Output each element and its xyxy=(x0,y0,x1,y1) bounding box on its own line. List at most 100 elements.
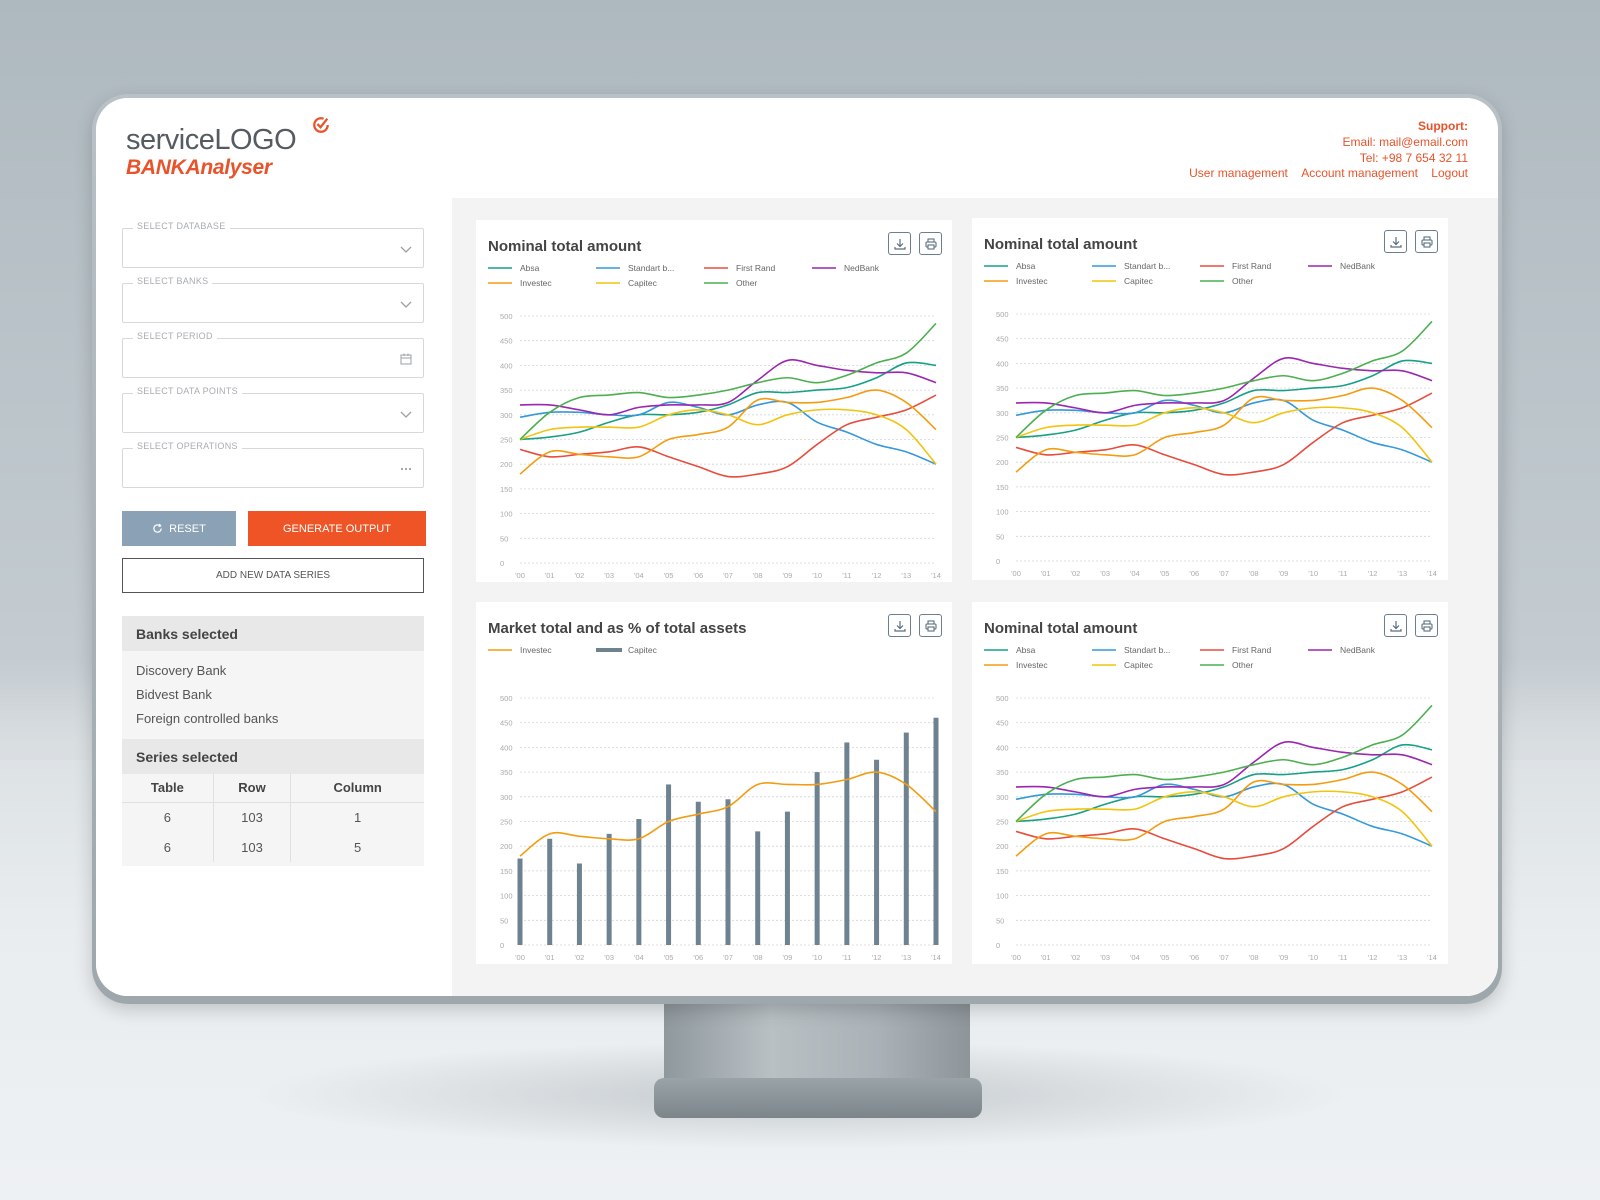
generate-label: GENERATE OUTPUT xyxy=(283,522,391,535)
logo-check-icon xyxy=(313,117,329,133)
x-tick-label: '04 xyxy=(1130,569,1140,578)
legend-label: Capitec xyxy=(1124,276,1154,286)
x-tick-label: '01 xyxy=(1041,569,1051,578)
line-chart: Absa Standart b... First Rand NedBank Invest… xyxy=(984,261,1437,578)
support-email[interactable]: Email: mail@email.com xyxy=(1342,135,1468,149)
print-icon xyxy=(1420,235,1433,248)
download-button[interactable] xyxy=(1384,614,1407,637)
download-button[interactable] xyxy=(1384,230,1407,253)
bar xyxy=(517,858,523,945)
data-points-select[interactable]: SELECT DATA POINTS xyxy=(122,386,424,433)
charts-area: Nominal total amount Absa Standart b... Fi… xyxy=(452,198,1498,996)
table-header: Table xyxy=(122,774,214,803)
brand-logo[interactable]: serviceLOGO xyxy=(126,124,297,157)
x-tick-label: '05 xyxy=(1160,953,1170,962)
table-cell: 5 xyxy=(354,839,362,855)
x-tick-label: '11 xyxy=(1338,569,1347,578)
download-button[interactable] xyxy=(888,614,911,637)
x-tick-label: '07 xyxy=(1219,569,1229,578)
download-button[interactable] xyxy=(888,232,911,255)
chart-card-3: Market total and as % of total assets In… xyxy=(476,602,952,964)
y-tick-label: 150 xyxy=(996,483,1009,492)
chart-card-2: Nominal total amount Absa Standart b... Fi… xyxy=(972,218,1448,580)
user-management-link[interactable]: User management xyxy=(1189,166,1288,180)
y-tick-label: 300 xyxy=(996,409,1009,418)
y-tick-label: 100 xyxy=(500,892,513,901)
bar xyxy=(666,784,672,945)
legend-item: Investec xyxy=(984,276,1048,286)
legend-label: Absa xyxy=(1016,645,1036,655)
logout-link[interactable]: Logout xyxy=(1431,166,1468,180)
series-line xyxy=(1015,790,1433,847)
banks-label: SELECT BANKS xyxy=(133,276,213,286)
table-row[interactable]: 6 103 1 xyxy=(122,802,424,832)
x-tick-label: '12 xyxy=(1368,569,1378,578)
download-icon xyxy=(893,620,906,632)
x-tick-label: '09 xyxy=(783,953,793,962)
database-select[interactable]: SELECT DATABASE xyxy=(122,221,424,268)
data-points-label: SELECT DATA POINTS xyxy=(133,386,242,396)
selection-panel: Banks selected Discovery Bank Bidvest Ba… xyxy=(122,616,424,866)
table-row[interactable]: 6 103 5 xyxy=(122,832,424,862)
chevron-down-icon xyxy=(400,301,412,308)
generate-output-button[interactable]: GENERATE OUTPUT xyxy=(248,511,426,546)
bar-line-chart: Investec Capitec 0 50 100 150 200 250 300 350 400 4… xyxy=(488,645,941,962)
operations-select[interactable]: SELECT OPERATIONS xyxy=(122,441,424,488)
chart-tools xyxy=(1384,230,1438,253)
bar xyxy=(844,742,850,945)
reset-button[interactable]: RESET xyxy=(122,511,236,546)
series-line xyxy=(1015,776,1433,860)
legend-item: Capitec xyxy=(596,278,658,288)
bar xyxy=(933,717,939,945)
x-tick-label: '02 xyxy=(575,953,585,962)
legend-item: Standart b... xyxy=(1092,645,1170,655)
chart-tools xyxy=(1384,614,1438,637)
x-tick-label: '12 xyxy=(1368,953,1378,962)
filter-sidebar: SELECT DATABASE SELECT BANKS SELECT PERI… xyxy=(96,198,452,996)
account-management-link[interactable]: Account management xyxy=(1301,166,1418,180)
monitor-stand-neck xyxy=(664,994,970,1080)
bar xyxy=(576,863,582,945)
x-tick-label: '00 xyxy=(515,571,525,580)
series-line xyxy=(1015,704,1433,823)
print-button[interactable] xyxy=(1415,614,1438,637)
print-button[interactable] xyxy=(919,614,942,637)
table-cell: 1 xyxy=(354,809,362,825)
legend-item: Absa xyxy=(488,263,540,273)
banks-select[interactable]: SELECT BANKS xyxy=(122,276,424,323)
legend-label: Investec xyxy=(520,278,552,288)
legend-item: First Rand xyxy=(1200,261,1271,271)
line-chart: Absa Standart b... First Rand NedBank Invest… xyxy=(488,263,941,580)
x-tick-label: '11 xyxy=(1338,953,1347,962)
y-tick-label: 50 xyxy=(500,916,508,925)
operations-label: SELECT OPERATIONS xyxy=(133,441,242,451)
chart-title: Nominal total amount xyxy=(488,238,642,255)
print-button[interactable] xyxy=(919,232,942,255)
period-select[interactable]: SELECT PERIOD xyxy=(122,331,424,378)
x-tick-label: '14 xyxy=(931,953,941,962)
x-tick-label: '11 xyxy=(842,953,851,962)
y-tick-label: 500 xyxy=(500,694,513,703)
chart-title: Market total and as % of total assets xyxy=(488,620,747,637)
period-label: SELECT PERIOD xyxy=(133,331,217,341)
y-tick-label: 400 xyxy=(500,743,513,752)
print-button[interactable] xyxy=(1415,230,1438,253)
x-tick-label: '14 xyxy=(1427,569,1437,578)
legend-item: Investec xyxy=(984,660,1048,670)
legend-label: Other xyxy=(736,278,757,288)
y-tick-label: 250 xyxy=(996,434,1009,443)
legend-item: NedBank xyxy=(812,263,880,273)
series-line xyxy=(1015,771,1433,857)
x-tick-label: '04 xyxy=(634,953,644,962)
y-tick-label: 250 xyxy=(500,436,513,445)
table-header-row: Table Row Column xyxy=(122,774,424,803)
banks-selected-title: Banks selected xyxy=(122,616,424,651)
legend-label: NedBank xyxy=(1340,261,1376,271)
legend-label: Other xyxy=(1232,276,1253,286)
table-cell: 103 xyxy=(213,832,292,862)
add-data-series-button[interactable]: ADD NEW DATA SERIES xyxy=(122,558,424,593)
x-tick-label: '05 xyxy=(1160,569,1170,578)
legend-item: NedBank xyxy=(1308,645,1376,655)
bar xyxy=(903,732,909,945)
legend-item: First Rand xyxy=(1200,645,1271,655)
